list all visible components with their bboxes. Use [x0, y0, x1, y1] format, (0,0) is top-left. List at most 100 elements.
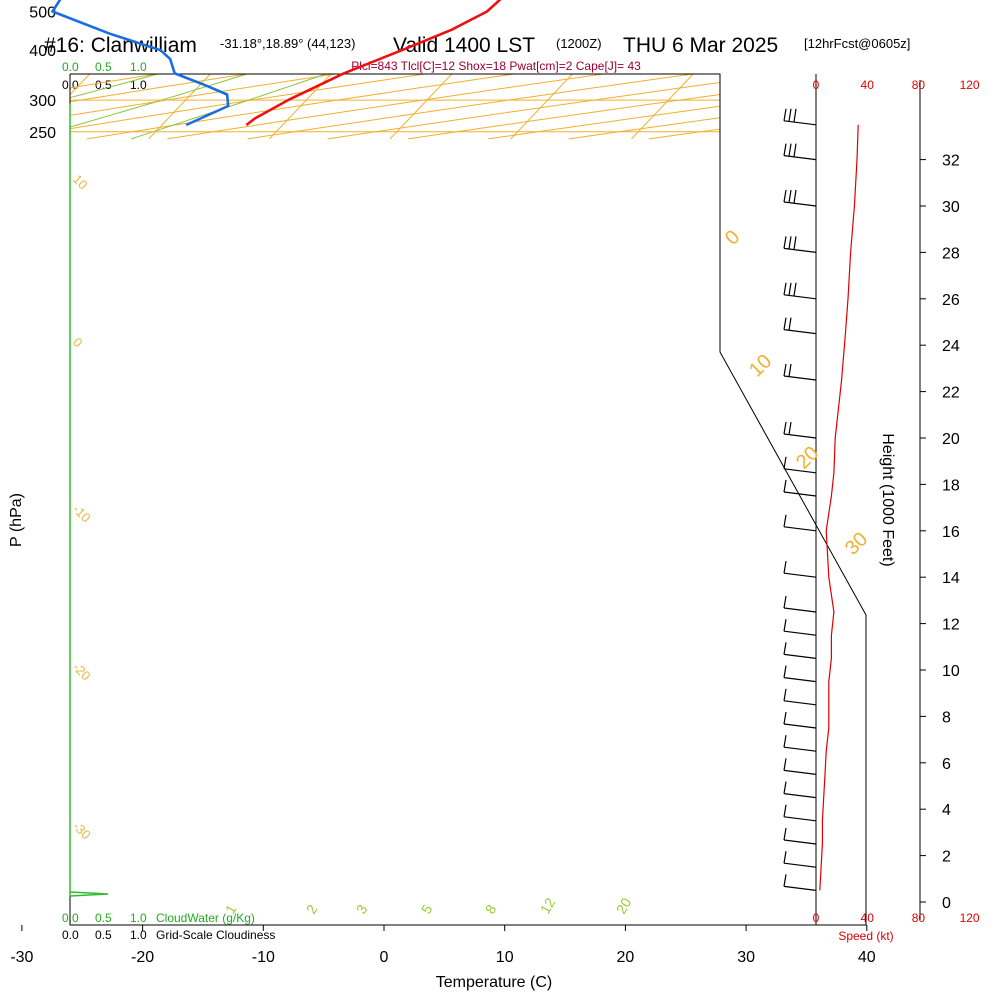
wind-barb-staff [783, 653, 817, 659]
wind-barb-flag [783, 665, 787, 678]
wind-barb-flag [783, 236, 787, 249]
dry-adiabat-line [648, 74, 866, 140]
cloud-scale-bottom: 0.0 0.5 1.0 CloudWater (g/Kg) 0.0 0.5 1.… [62, 911, 275, 942]
cloud-bottom-green-1: 0.5 [95, 911, 112, 925]
cloud-top-black-2: 1.0 [130, 78, 147, 92]
wind-barb-staff [783, 839, 817, 845]
cloud-top-green-1: 0.5 [95, 60, 112, 74]
wind-barb-flag [783, 827, 787, 841]
wind-barb-staff [783, 201, 817, 207]
wind-barb [783, 282, 817, 300]
height-tick-label: 4 [942, 802, 951, 819]
wind-barb-flag [783, 514, 787, 527]
mixing-ratio-label: 3 [353, 902, 371, 917]
mixing-ratio-label: 12 [537, 895, 559, 917]
wind-barb-flag [788, 317, 792, 331]
cloud-top-green-2: 1.0 [130, 60, 147, 74]
height-tick-label: 2 [942, 849, 951, 866]
wind-barb-staff [783, 526, 817, 532]
wind-barb-staff [783, 607, 817, 613]
temperature-tick-label: 40 [858, 949, 876, 966]
dewpoint-line [51, 0, 230, 127]
isotherm-label: 30 [841, 528, 872, 559]
wind-barb-flag [783, 642, 787, 655]
y-axis-label: P (hPa) [8, 493, 25, 547]
height-tick-label: 18 [942, 477, 960, 494]
cloudwater-label: CloudWater (g/Kg) [156, 911, 255, 925]
wind-barb-staff [783, 247, 817, 253]
wind-barb-flag [793, 282, 797, 297]
cloud-bottom-green-2: 1.0 [130, 911, 147, 925]
wind-barb [783, 874, 817, 891]
height-tick-label: 0 [942, 895, 951, 912]
station-title: #16: Clanwilliam [44, 34, 197, 57]
cloud-top-green-0: 0.0 [62, 60, 79, 74]
wind-barb-staff [783, 723, 817, 729]
speed-tick-label-bottom: 80 [912, 911, 926, 925]
wind-barb-flag [783, 479, 787, 493]
valid-date: THU 6 Mar 2025 [623, 34, 778, 57]
sounding-params: Plcl=843 Tlcl[C]=12 Shox=18 Pwat[cm]=2 C… [351, 59, 641, 73]
wind-barb-flag [783, 421, 787, 435]
temperature-tick-label: 0 [380, 949, 389, 966]
height-tick-label: 8 [942, 709, 951, 726]
wind-barb-flag [783, 189, 787, 203]
wind-speed-line [819, 124, 859, 891]
theta-label: -10 [70, 502, 94, 526]
temperature-tick-label: 20 [617, 949, 635, 966]
wind-barb-flag [783, 874, 787, 887]
wind-barb-flag [783, 143, 787, 156]
wind-barb-staff [783, 816, 817, 822]
isotherm-line [510, 74, 755, 140]
theta-label: -30 [70, 819, 94, 843]
temperature-tick-label: -30 [10, 949, 33, 966]
wind-barb [783, 514, 817, 532]
temperature-tick-label: 10 [496, 949, 514, 966]
mixing-ratio-label: 2 [303, 902, 321, 917]
height-tick-label: 10 [942, 663, 960, 680]
wind-barb [783, 421, 817, 439]
plot-frame [69, 73, 867, 926]
cloud-water-trace [69, 891, 109, 897]
wind-barb-staff [783, 572, 817, 578]
wind-barb [783, 595, 817, 613]
utc-time: (1200Z) [556, 36, 602, 51]
temperature-tick-label: 30 [737, 949, 755, 966]
wind-profile [783, 108, 859, 891]
wind-barb [783, 236, 817, 253]
speed-tick-label-bottom: 40 [861, 911, 875, 925]
wind-barb-staff [783, 155, 817, 161]
wind-barb-flag [783, 735, 787, 748]
speed-tick-label-top: 80 [912, 78, 926, 92]
sounding-series [51, 0, 502, 897]
wind-barb-flag [783, 282, 787, 295]
mixing-ratio-label: 5 [418, 902, 436, 917]
temperature-line [245, 0, 502, 127]
wind-barb-flag [783, 561, 787, 574]
station-coords: -31.18°,18.89° (44,123) [220, 36, 355, 51]
theta-label: 10 [70, 172, 91, 193]
x-axis-label: Temperature (C) [436, 974, 552, 991]
wind-barb [783, 317, 817, 335]
wind-barb-staff [783, 433, 817, 439]
isotherm-label: 20 [792, 442, 823, 473]
pressure-tick-label: 250 [29, 125, 56, 142]
speed-tick-label-top: 40 [861, 78, 875, 92]
wind-barb [783, 665, 817, 683]
cloud-bottom-black-1: 0.5 [95, 928, 112, 942]
height-tick-label: 28 [942, 245, 960, 262]
wind-barb [783, 363, 817, 381]
wind-barb [783, 561, 817, 578]
speed-tick-label-top: 0 [813, 78, 820, 92]
wind-barb-flag [783, 108, 787, 121]
wind-barb [783, 619, 817, 636]
wind-barb-flag [783, 595, 787, 609]
isotherm-line [751, 74, 866, 140]
height-tick-label: 20 [942, 431, 960, 448]
cloud-bottom-black-0: 0.0 [62, 928, 79, 942]
isotherm-label: 10 [745, 350, 776, 381]
cloud-bottom-black-2: 1.0 [130, 928, 147, 942]
temperature-tick-label: -20 [131, 949, 154, 966]
cloud-scale-top: 0.0 0.5 1.0 0.0 0.5 1.0 [62, 60, 147, 92]
wind-barb [783, 804, 817, 822]
